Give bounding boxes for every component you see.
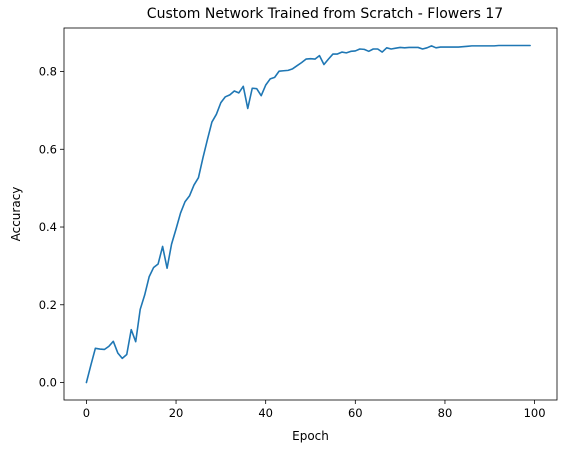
- y-tick-label: 0.8: [39, 65, 57, 79]
- x-tick-label: 20: [169, 406, 184, 420]
- y-tick-label: 0.0: [39, 376, 57, 390]
- plot-frame: [63, 27, 558, 401]
- y-axis: 0.0 0.2 0.4 0.6 0.8: [39, 65, 64, 390]
- y-tick-label: 0.2: [39, 298, 57, 312]
- x-axis-label: Epoch: [292, 429, 329, 443]
- x-tick-label: 60: [348, 406, 363, 420]
- x-tick-label: 80: [438, 406, 453, 420]
- plot-area: [85, 44, 531, 384]
- y-tick-label: 0.6: [39, 142, 57, 156]
- x-tick-label: 40: [258, 406, 273, 420]
- chart-title: Custom Network Trained from Scratch - Fl…: [147, 6, 503, 22]
- x-axis: 0 20 40 60 80 100: [83, 400, 546, 420]
- y-axis-label: Accuracy: [9, 187, 23, 242]
- x-tick-label: 100: [524, 406, 546, 420]
- y-tick-label: 0.4: [39, 220, 57, 234]
- x-tick-label: 0: [83, 406, 90, 420]
- accuracy-series-line: [85, 44, 531, 384]
